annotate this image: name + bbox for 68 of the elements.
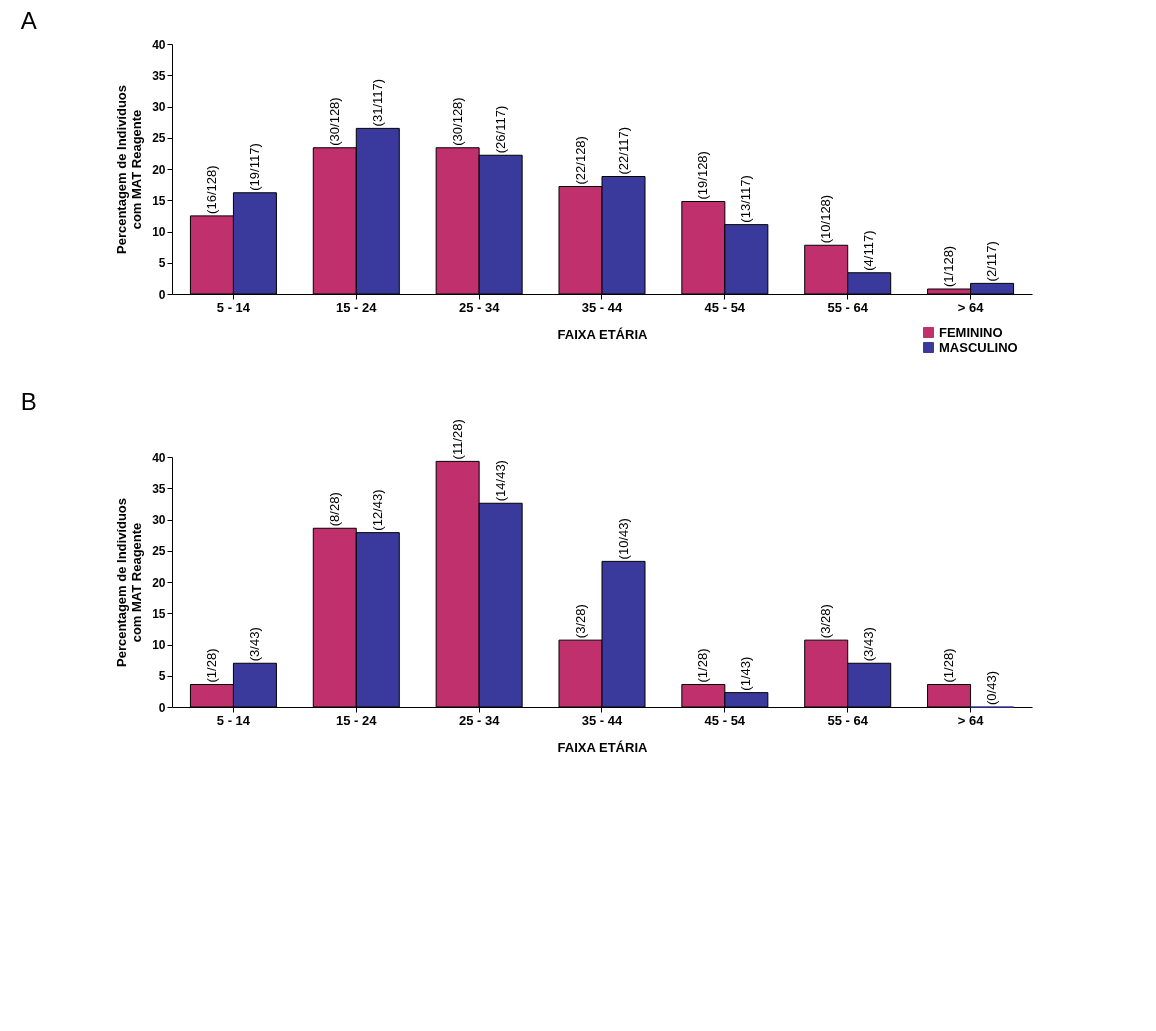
- y-tick-label: 40: [152, 37, 166, 52]
- x-axis-title: FAIXA ETÁRIA: [557, 326, 649, 342]
- x-tick-label: > 64: [957, 712, 985, 728]
- y-tick-label: 25: [152, 131, 166, 146]
- y-tick-label: 15: [152, 606, 166, 621]
- data-label: (31/117): [369, 78, 385, 127]
- data-label: (10/128): [818, 194, 834, 244]
- y-tick-label: 10: [152, 225, 166, 239]
- data-label: (19/128): [695, 151, 711, 200]
- x-tick-label: 45 - 54: [704, 299, 746, 315]
- y-axis-title: Percentagem de Indivíduos com MAT Reagente: [114, 84, 145, 255]
- data-label: (22/128): [572, 136, 588, 185]
- data-label: (8/28): [326, 492, 342, 527]
- data-label: (30/128): [326, 97, 342, 146]
- y-tick-label: 40: [152, 450, 166, 465]
- x-tick-label: 25 - 34: [458, 712, 501, 728]
- data-label: (3/28): [572, 604, 588, 639]
- data-label: (1/43): [738, 656, 754, 691]
- legend-label: MASCULINO: [939, 339, 1018, 355]
- chart-title: B: [20, 388, 37, 416]
- y-tick-label: 30: [152, 513, 166, 527]
- y-tick-label: 0: [158, 700, 166, 715]
- y-tick-label: 5: [158, 669, 166, 684]
- y-tick-label: 30: [152, 100, 166, 114]
- data-label: (0/43): [984, 671, 1000, 705]
- data-label: (22/117): [615, 127, 631, 175]
- y-tick-label: 10: [152, 638, 166, 652]
- data-label: (1/28): [695, 648, 711, 683]
- x-tick-label: 35 - 44: [581, 299, 623, 315]
- x-tick-label: 15 - 24: [336, 712, 378, 728]
- y-tick-label: 0: [158, 287, 166, 302]
- data-label: (12/43): [369, 489, 385, 531]
- x-tick-label: 55 - 64: [827, 299, 869, 315]
- x-tick-label: > 64: [957, 299, 985, 315]
- x-tick-label: 5 - 14: [216, 299, 251, 315]
- data-label: (26/117): [492, 105, 508, 154]
- data-label: (14/43): [492, 460, 508, 502]
- data-label: (1/128): [941, 245, 957, 287]
- x-tick-label: 35 - 44: [581, 712, 623, 728]
- x-tick-label: 15 - 24: [336, 299, 378, 315]
- data-label: (4/117): [861, 230, 877, 271]
- x-axis-title: FAIXA ETÁRIA: [557, 739, 649, 755]
- data-label: (11/28): [449, 419, 465, 460]
- x-tick-label: 55 - 64: [827, 712, 869, 728]
- data-label: (1/28): [941, 648, 957, 683]
- data-label: (3/28): [818, 604, 834, 639]
- data-label: (2/117): [984, 241, 1000, 282]
- x-tick-label: 5 - 14: [216, 712, 251, 728]
- data-label: (19/117): [246, 143, 262, 191]
- data-label: (30/128): [449, 97, 465, 146]
- chart-title: A: [20, 7, 37, 34]
- y-tick-label: 35: [152, 68, 166, 83]
- y-tick-label: 15: [152, 193, 166, 208]
- data-label: (13/117): [738, 175, 754, 223]
- data-label: (16/128): [203, 165, 219, 214]
- y-axis-title: Percentagem de Indivíduos com MAT Reagente: [114, 497, 145, 668]
- y-tick-label: 5: [158, 256, 166, 271]
- y-tick-label: 20: [152, 162, 166, 177]
- data-label: (1/28): [203, 648, 219, 683]
- data-label: (3/43): [246, 627, 262, 662]
- legend-label: FEMININO: [939, 324, 1003, 340]
- y-tick-label: 20: [152, 575, 166, 590]
- data-label: (3/43): [861, 627, 877, 662]
- y-tick-label: 25: [152, 544, 166, 559]
- x-tick-label: 45 - 54: [704, 712, 746, 728]
- data-label: (10/43): [615, 518, 631, 560]
- x-tick-label: 25 - 34: [458, 299, 501, 315]
- y-tick-label: 35: [152, 481, 166, 496]
